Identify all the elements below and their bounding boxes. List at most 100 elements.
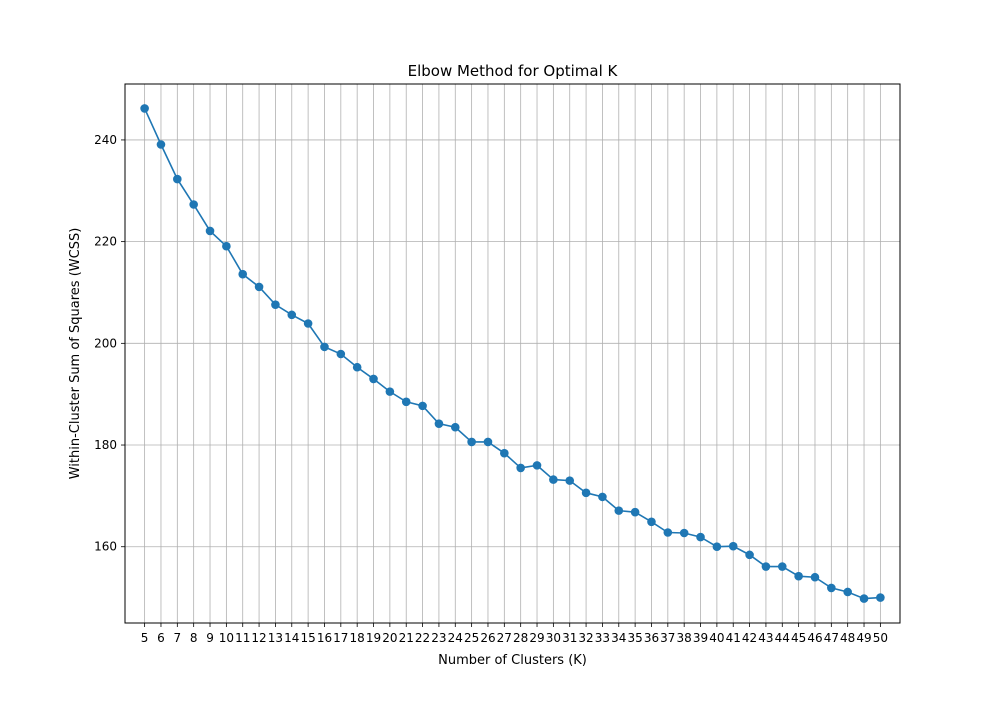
data-point bbox=[156, 140, 166, 149]
data-point bbox=[385, 387, 395, 396]
data-point bbox=[712, 542, 722, 552]
x-axis-ticks: 5 6 7 8 9 10 11 12 13 14 15 16 17 18 19 20 21 22 23 24 25 26 2… bbox=[141, 623, 888, 645]
x-tick-label: 11 bbox=[235, 631, 250, 645]
x-tick-label: 46 bbox=[807, 631, 822, 645]
x-tick-label: 41 bbox=[726, 631, 741, 645]
data-point bbox=[679, 528, 689, 538]
x-tick-label: 49 bbox=[856, 631, 871, 645]
data-point bbox=[467, 437, 476, 447]
chart-title: Elbow Method for Optimal K bbox=[408, 62, 619, 80]
x-tick-label: 25 bbox=[464, 631, 479, 645]
data-point bbox=[630, 507, 640, 517]
data-point bbox=[500, 448, 509, 458]
data-point bbox=[222, 241, 231, 251]
x-tick-label: 21 bbox=[399, 631, 414, 645]
data-point bbox=[696, 532, 705, 542]
data-point bbox=[418, 401, 427, 411]
data-point bbox=[876, 593, 885, 602]
x-tick-label: 43 bbox=[758, 631, 773, 645]
x-tick-label: 19 bbox=[366, 631, 381, 645]
x-tick-label: 31 bbox=[562, 631, 577, 645]
x-tick-label: 47 bbox=[824, 631, 839, 645]
data-point bbox=[745, 550, 754, 560]
series-line bbox=[143, 108, 881, 600]
x-tick-label: 15 bbox=[300, 631, 315, 645]
y-tick-label: 180 bbox=[94, 438, 117, 452]
y-tick-label: 160 bbox=[94, 540, 117, 554]
x-tick-label: 42 bbox=[742, 631, 757, 645]
data-point bbox=[173, 174, 182, 184]
x-tick-label: 32 bbox=[578, 631, 593, 645]
x-tick-label: 34 bbox=[611, 631, 626, 645]
x-tick-label: 50 bbox=[873, 631, 888, 645]
x-tick-label: 6 bbox=[157, 631, 165, 645]
y-tick-label: 240 bbox=[94, 133, 117, 147]
data-point bbox=[140, 104, 149, 113]
data-point bbox=[581, 488, 591, 498]
data-point bbox=[777, 562, 787, 571]
x-tick-label: 38 bbox=[677, 631, 692, 645]
x-tick-label: 20 bbox=[382, 631, 397, 645]
data-point bbox=[189, 200, 198, 209]
x-tick-label: 13 bbox=[268, 631, 283, 645]
x-tick-label: 30 bbox=[546, 631, 561, 645]
x-tick-label: 48 bbox=[840, 631, 855, 645]
data-point bbox=[336, 349, 346, 359]
series-line-layer bbox=[143, 108, 881, 600]
data-point bbox=[516, 463, 525, 473]
data-point bbox=[271, 300, 280, 309]
y-axis-label: Within-Cluster Sum of Squares (WCSS) bbox=[68, 228, 83, 480]
x-tick-label: 16 bbox=[317, 631, 332, 645]
data-point bbox=[859, 594, 869, 603]
y-tick-label: 200 bbox=[94, 336, 117, 350]
x-tick-label: 18 bbox=[350, 631, 365, 645]
x-tick-label: 39 bbox=[693, 631, 708, 645]
data-point bbox=[352, 362, 362, 372]
data-point bbox=[483, 437, 493, 447]
data-point bbox=[647, 517, 656, 527]
x-tick-label: 17 bbox=[333, 631, 348, 645]
data-points bbox=[140, 104, 885, 603]
x-tick-label: 9 bbox=[206, 631, 214, 645]
x-tick-label: 44 bbox=[775, 631, 790, 645]
data-point bbox=[434, 419, 444, 428]
x-tick-label: 5 bbox=[141, 631, 149, 645]
plot-area bbox=[125, 84, 900, 623]
x-tick-label: 40 bbox=[709, 631, 724, 645]
x-tick-label: 12 bbox=[251, 631, 266, 645]
data-point bbox=[614, 506, 624, 515]
x-tick-label: 33 bbox=[595, 631, 610, 645]
x-tick-label: 27 bbox=[497, 631, 512, 645]
data-point bbox=[565, 476, 575, 485]
x-tick-label: 8 bbox=[190, 631, 198, 645]
x-tick-label: 28 bbox=[513, 631, 528, 645]
data-point bbox=[827, 583, 836, 593]
x-tick-label: 22 bbox=[415, 631, 430, 645]
data-point bbox=[303, 319, 313, 328]
x-tick-label: 37 bbox=[660, 631, 675, 645]
plot-frame bbox=[124, 83, 901, 624]
data-point bbox=[254, 282, 264, 292]
y-axis-ticks: 160 180 200 220 240 bbox=[94, 133, 125, 554]
data-point bbox=[238, 269, 248, 279]
x-tick-label: 36 bbox=[644, 631, 659, 645]
data-point bbox=[761, 562, 771, 571]
x-tick-label: 23 bbox=[431, 631, 446, 645]
data-point bbox=[794, 571, 803, 581]
x-tick-label: 45 bbox=[791, 631, 806, 645]
data-point bbox=[287, 310, 297, 320]
data-point bbox=[663, 528, 673, 537]
x-tick-label: 29 bbox=[529, 631, 544, 645]
x-tick-label: 10 bbox=[219, 631, 234, 645]
x-tick-label: 24 bbox=[448, 631, 463, 645]
data-point bbox=[810, 572, 820, 582]
y-tick-label: 220 bbox=[94, 235, 117, 249]
data-point bbox=[320, 342, 329, 352]
data-point bbox=[205, 226, 215, 236]
data-point bbox=[598, 492, 607, 502]
data-point bbox=[843, 587, 852, 597]
data-point bbox=[549, 475, 558, 484]
data-point bbox=[532, 461, 542, 470]
